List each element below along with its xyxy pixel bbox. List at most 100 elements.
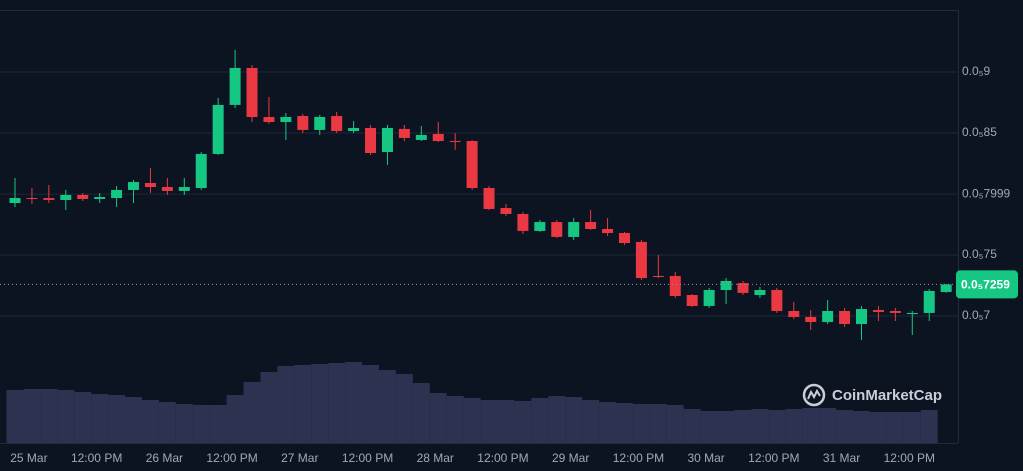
x-tick-label: 12:00 PM (342, 451, 393, 465)
volume-bar (700, 411, 718, 443)
volume-bar (565, 397, 583, 443)
candle-body (771, 290, 783, 311)
watermark-logo-mark (807, 388, 821, 400)
watermark-logo (802, 383, 826, 407)
candle-body (9, 198, 21, 204)
volume-bar (192, 405, 210, 443)
x-tick-label: 12:00 PM (206, 451, 257, 465)
candle-body (602, 229, 614, 234)
volume-bar (6, 390, 24, 443)
candle-body (297, 116, 309, 130)
volume-bar (463, 398, 481, 443)
watermark: CoinMarketCap (802, 383, 942, 407)
x-tick-label: 25 Mar (10, 451, 47, 465)
candle-body (449, 141, 461, 143)
volume-bar (869, 412, 887, 443)
volume-bar (903, 412, 921, 443)
y-tick-label: 0.0₅7999 (962, 186, 1011, 200)
candle-body (500, 208, 512, 214)
x-tick-label: 12:00 PM (884, 451, 935, 465)
x-tick-label: 12:00 PM (613, 451, 664, 465)
volume-bar (141, 400, 159, 443)
candle-body (348, 127, 360, 132)
candle-body (94, 197, 106, 199)
candle-body (263, 116, 275, 123)
candle-body (77, 194, 89, 199)
watermark-text: CoinMarketCap (832, 387, 942, 404)
candle-body (686, 295, 698, 306)
candle-body (43, 198, 55, 200)
volume-bar (209, 405, 227, 443)
volume-bar (531, 398, 549, 443)
candle-body (872, 310, 884, 312)
candle-body (483, 188, 495, 209)
volume-bar (480, 400, 498, 443)
candle-body (805, 316, 817, 322)
volume-bar (395, 374, 413, 443)
y-tick-label: 0.0₅75 (962, 247, 997, 261)
volume-bar (853, 411, 870, 443)
candle-body (856, 309, 867, 325)
volume-bar (683, 409, 701, 443)
y-tick-label: 0.0₅85 (962, 125, 997, 139)
candle-body (195, 153, 207, 189)
volume-bar (57, 390, 75, 443)
x-tick-label: 12:00 PM (71, 451, 122, 465)
volume-bar (802, 408, 820, 443)
x-tick-label: 12:00 PM (748, 451, 799, 465)
candle-body (111, 189, 123, 199)
candle-body (788, 310, 800, 317)
volume-bar (548, 396, 566, 443)
candle-body (398, 128, 410, 138)
candle-body (432, 133, 444, 142)
volume-bar (632, 404, 650, 443)
candle-body (652, 275, 664, 277)
candle-body (534, 222, 546, 231)
volume-bar (158, 402, 176, 443)
candle-body (60, 194, 72, 200)
y-tick-label: 0.0₅7 (962, 308, 991, 322)
candle-body (381, 127, 393, 153)
candle-body (822, 310, 834, 322)
volume-bar (345, 362, 363, 443)
volume-bar (599, 402, 617, 443)
x-tick-label: 29 Mar (552, 451, 589, 465)
candle-body (568, 222, 580, 237)
volume-bar (886, 412, 904, 443)
volume-bar (429, 393, 447, 443)
volume-bar (328, 363, 346, 443)
candle-body (754, 290, 766, 296)
candle-body (178, 187, 190, 191)
candle-body (229, 67, 241, 105)
volume-bar (582, 400, 600, 443)
volume-bar (751, 409, 769, 443)
volume-bar (260, 372, 278, 443)
volume-bar (277, 366, 295, 443)
volume-bar (785, 409, 803, 443)
volume-bar (446, 396, 464, 443)
volume-bar (412, 383, 430, 443)
volume-bar (108, 395, 126, 443)
candle-body (906, 312, 918, 315)
volume-bar (768, 410, 786, 443)
x-tick-label: 27 Mar (281, 451, 318, 465)
candle-body (161, 187, 173, 191)
volume-bar (920, 410, 938, 443)
x-tick-label: 26 Mar (146, 451, 183, 465)
volume-bar (666, 405, 684, 443)
candle-body (466, 141, 478, 189)
candle-body (940, 284, 952, 292)
volume-bar (616, 403, 633, 443)
candle-body (246, 67, 258, 117)
candle-body (26, 198, 38, 200)
candle-body (923, 290, 935, 313)
volume-bar (226, 395, 244, 443)
last-price-label: 0.0₅7259 (961, 278, 1010, 292)
candle-body (415, 134, 427, 140)
volume-bar (836, 410, 854, 443)
volume-bar (294, 365, 312, 443)
candle-body (517, 213, 529, 231)
candle-body (585, 222, 597, 230)
